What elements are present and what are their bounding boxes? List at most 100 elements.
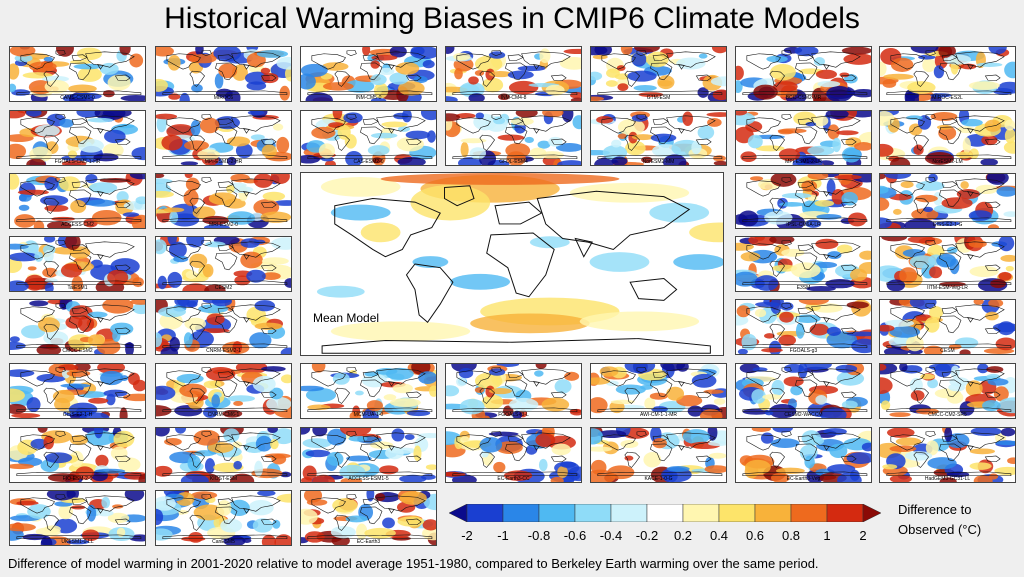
bias-patch xyxy=(47,473,79,482)
bias-patch xyxy=(534,370,544,377)
coastline xyxy=(840,264,857,272)
model-map-panel: MCM-UA-1-0 xyxy=(300,363,437,419)
bias-patch xyxy=(837,472,862,482)
colorbar-segment xyxy=(826,504,864,522)
bias-patch xyxy=(889,326,921,338)
coastline xyxy=(71,118,88,125)
bias-patch xyxy=(14,54,33,63)
bias-patch xyxy=(86,504,97,522)
bias-patch xyxy=(43,237,56,243)
colorbar xyxy=(449,504,881,522)
coastline xyxy=(742,407,868,413)
bias-patch xyxy=(214,73,224,89)
bias-patch xyxy=(271,237,291,250)
model-map-panel: EC-Earth3-CC xyxy=(445,427,582,483)
bias-patch xyxy=(156,115,167,133)
bias-patch xyxy=(998,237,1015,252)
bias-patch xyxy=(240,251,263,269)
coastline xyxy=(405,455,422,463)
bias-patch xyxy=(493,461,506,473)
coastline xyxy=(215,62,238,81)
model-name-label: TaiESM1 xyxy=(67,285,88,291)
coastline xyxy=(533,444,540,451)
bias-patch xyxy=(880,61,887,77)
model-name-label: GISS-E2-1-G xyxy=(932,222,963,228)
coastline xyxy=(795,126,818,145)
bias-patch xyxy=(312,428,328,437)
bias-patch xyxy=(164,438,182,446)
model-map xyxy=(736,364,868,418)
bias-patch xyxy=(375,493,386,502)
coastline xyxy=(984,327,1001,335)
coastline xyxy=(376,51,426,68)
bias-patch xyxy=(644,397,656,410)
bias-patch xyxy=(591,71,603,81)
bias-patch xyxy=(389,398,421,407)
coastline xyxy=(346,431,357,437)
bias-patch xyxy=(816,214,842,220)
bias-patch xyxy=(591,96,605,101)
bias-patch xyxy=(624,364,656,374)
coastline xyxy=(742,217,868,223)
bias-patch xyxy=(97,364,126,374)
bias-patch xyxy=(262,191,286,201)
bias-patch xyxy=(249,332,272,349)
coastline xyxy=(886,343,1012,349)
bias-patch xyxy=(713,155,726,162)
bias-patch xyxy=(110,446,128,461)
bias-patch xyxy=(183,332,193,348)
bias-patch xyxy=(773,81,798,93)
bias-patch xyxy=(184,174,193,179)
bias-patch xyxy=(233,401,244,407)
coastline xyxy=(840,74,857,82)
bias-patch xyxy=(362,47,371,56)
bias-patch xyxy=(807,174,829,180)
bias-patch xyxy=(698,53,708,59)
bias-patch xyxy=(187,455,201,472)
coastline xyxy=(550,138,567,146)
bias-patch xyxy=(370,132,398,139)
bias-patch xyxy=(348,435,368,442)
bias-patch xyxy=(929,266,943,279)
coastline xyxy=(840,327,857,335)
bias-patch xyxy=(67,150,78,159)
bias-patch xyxy=(73,63,102,70)
bias-patch xyxy=(807,145,835,156)
bias-patch xyxy=(301,154,320,164)
bias-patch xyxy=(343,112,363,124)
bias-patch xyxy=(425,464,436,470)
bias-patch xyxy=(132,379,145,392)
coastline xyxy=(797,307,814,314)
bias-patch xyxy=(254,322,283,330)
bias-patch xyxy=(364,527,396,539)
bias-patch xyxy=(620,47,633,56)
bias-patch xyxy=(458,157,482,165)
bias-patch xyxy=(631,134,655,141)
bias-patch xyxy=(261,534,277,545)
coastline xyxy=(840,391,857,399)
colorbar-segment xyxy=(538,504,576,522)
bias-patch xyxy=(939,281,966,287)
coastline xyxy=(231,432,281,449)
bias-patch xyxy=(957,126,976,134)
bias-patch xyxy=(882,464,898,470)
bias-patch xyxy=(762,394,783,400)
coastline xyxy=(307,90,433,96)
bias-patch xyxy=(446,385,460,397)
bias-patch xyxy=(311,364,326,373)
model-map xyxy=(156,428,291,482)
coastline xyxy=(189,70,205,87)
bias-patch xyxy=(29,300,49,307)
bias-patch xyxy=(185,177,200,192)
coastline xyxy=(55,177,66,183)
bias-patch xyxy=(763,333,775,339)
bias-patch xyxy=(102,300,134,314)
bias-patch xyxy=(160,346,179,354)
bias-patch xyxy=(330,321,471,342)
bias-patch xyxy=(179,383,207,398)
model-map-panel: MPI-ESM1-2-LR xyxy=(735,110,872,166)
coastline xyxy=(260,518,277,526)
coastline xyxy=(260,391,277,399)
model-name-label: CanESM5 xyxy=(212,539,235,545)
model-map xyxy=(591,364,726,418)
